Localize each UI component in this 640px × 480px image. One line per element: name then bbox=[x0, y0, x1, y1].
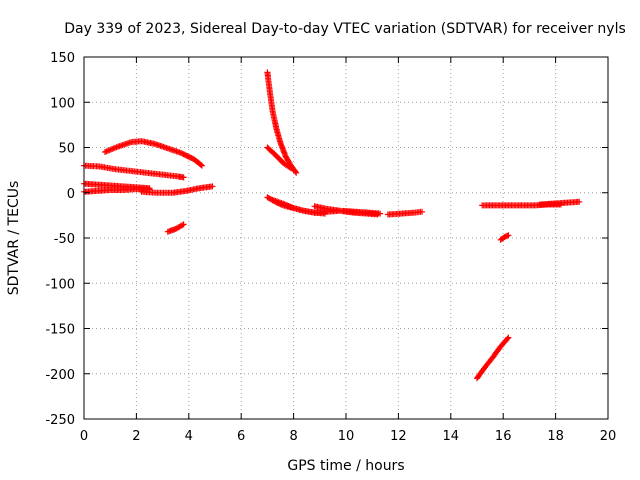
y-tick-label: -250 bbox=[45, 413, 75, 428]
series-arc-6 bbox=[164, 221, 187, 235]
data-point-markers bbox=[474, 334, 512, 382]
data-point-markers bbox=[536, 198, 583, 208]
data-point-markers bbox=[102, 138, 205, 169]
series-arc-17 bbox=[497, 232, 512, 243]
series-arc-5 bbox=[138, 183, 216, 196]
x-tick-label: 18 bbox=[547, 429, 564, 444]
x-tick-label: 12 bbox=[390, 429, 407, 444]
y-tick-label: -200 bbox=[45, 368, 75, 383]
y-axis-label: SDTVAR / TECUs bbox=[6, 181, 22, 296]
y-axis: -250 -200 -150 -100 -50 0 50 100 150 bbox=[45, 51, 608, 428]
series-arc-13 bbox=[384, 208, 425, 218]
series-arc-8 bbox=[264, 144, 294, 172]
x-axis-label: GPS time / hours bbox=[287, 458, 404, 474]
y-tick-label: 100 bbox=[50, 96, 75, 111]
x-tick-label: 6 bbox=[237, 429, 245, 444]
data-point-markers bbox=[497, 232, 512, 243]
series-arc-7 bbox=[264, 69, 300, 176]
series-arc-12 bbox=[340, 207, 384, 217]
x-tick-label: 14 bbox=[443, 429, 460, 444]
series-arc-2 bbox=[102, 138, 205, 169]
chart-title: Day 339 of 2023, Sidereal Day-to-day VTE… bbox=[64, 21, 626, 37]
y-tick-label: -150 bbox=[45, 323, 75, 338]
data-point-markers bbox=[164, 221, 187, 235]
x-tick-label: 8 bbox=[289, 429, 297, 444]
data-points bbox=[81, 69, 583, 382]
x-tick-label: 20 bbox=[600, 429, 617, 444]
series-arc-16 bbox=[474, 334, 512, 382]
series-arc-15 bbox=[536, 198, 583, 208]
y-tick-label: -50 bbox=[54, 232, 75, 247]
x-tick-label: 0 bbox=[80, 429, 88, 444]
x-axis: 0 2 4 6 8 10 12 14 16 18 20 bbox=[80, 57, 616, 444]
data-point-markers bbox=[340, 207, 384, 217]
y-tick-label: 0 bbox=[67, 187, 75, 202]
y-tick-label: -100 bbox=[45, 277, 75, 292]
data-point-markers bbox=[264, 69, 300, 176]
data-point-markers bbox=[264, 144, 294, 172]
x-tick-label: 10 bbox=[338, 429, 355, 444]
data-point-markers bbox=[384, 208, 425, 218]
x-tick-label: 4 bbox=[185, 429, 193, 444]
x-tick-label: 2 bbox=[132, 429, 140, 444]
x-tick-label: 16 bbox=[495, 429, 512, 444]
y-tick-label: 50 bbox=[58, 142, 75, 157]
data-point-markers bbox=[138, 183, 216, 196]
y-tick-label: 150 bbox=[50, 51, 75, 66]
